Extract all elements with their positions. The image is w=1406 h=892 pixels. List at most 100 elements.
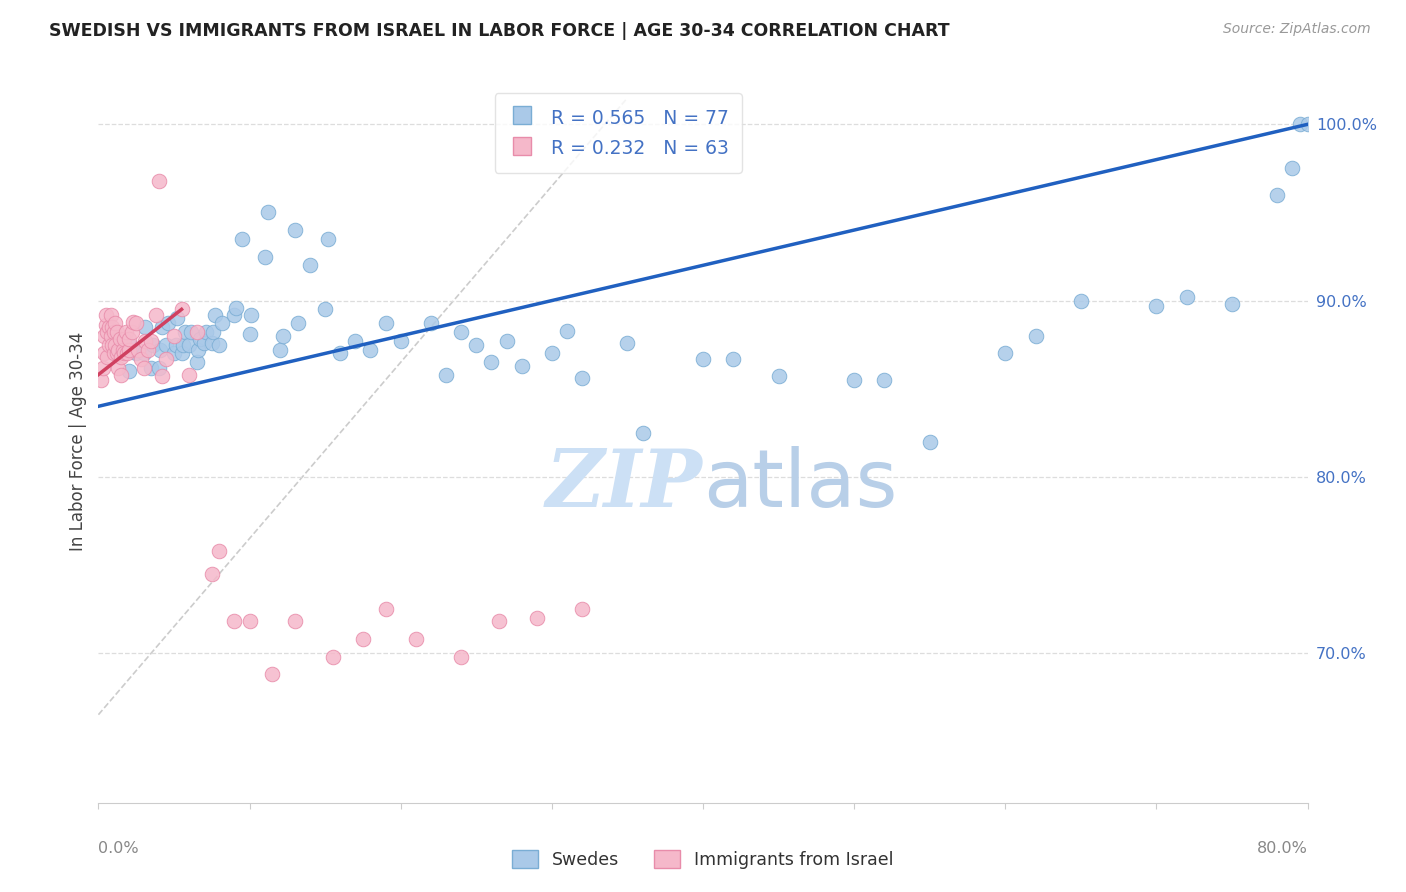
Point	[253, 250, 276, 264]
Point	[202, 326, 225, 340]
Point	[873, 373, 896, 387]
Point	[170, 302, 193, 317]
Point	[844, 373, 866, 387]
Point	[104, 317, 127, 331]
Point	[194, 326, 217, 340]
Point	[329, 346, 352, 360]
Point	[110, 368, 132, 382]
Point	[172, 337, 194, 351]
Point	[405, 632, 427, 646]
Point	[239, 615, 262, 629]
Point	[150, 369, 173, 384]
Point	[1070, 293, 1092, 308]
Point	[134, 320, 156, 334]
Text: SWEDISH VS IMMIGRANTS FROM ISRAEL IN LABOR FORCE | AGE 30-34 CORRELATION CHART: SWEDISH VS IMMIGRANTS FROM ISRAEL IN LAB…	[49, 22, 950, 40]
Point	[149, 343, 172, 357]
Point	[1220, 297, 1243, 311]
Point	[208, 337, 231, 351]
Point	[269, 343, 291, 357]
Point	[420, 317, 443, 331]
Point	[122, 315, 145, 329]
Point	[155, 337, 177, 351]
Point	[107, 360, 129, 375]
Point	[510, 359, 533, 373]
Point	[148, 360, 170, 375]
Point	[179, 337, 201, 351]
Point	[98, 320, 121, 334]
Point	[271, 328, 294, 343]
Point	[145, 308, 167, 322]
Point	[98, 337, 121, 351]
Point	[186, 326, 208, 340]
Point	[100, 328, 122, 343]
Point	[481, 355, 503, 369]
Point	[495, 334, 517, 348]
Point	[352, 632, 374, 646]
Point	[768, 369, 790, 384]
Point	[571, 602, 593, 616]
Point	[93, 328, 115, 343]
Point	[103, 346, 125, 360]
Y-axis label: In Labor Force | Age 30-34: In Labor Force | Age 30-34	[69, 332, 87, 551]
Point	[360, 343, 382, 357]
Point	[91, 360, 114, 375]
Point	[166, 311, 188, 326]
Point	[118, 364, 141, 378]
Point	[284, 615, 307, 629]
Point	[100, 308, 122, 322]
Point	[121, 326, 143, 340]
Point	[1175, 290, 1198, 304]
Point	[692, 351, 714, 366]
Point	[204, 308, 226, 322]
Point	[201, 566, 224, 581]
Point	[118, 332, 141, 346]
Point	[314, 302, 336, 317]
Point	[186, 355, 208, 369]
Point	[224, 308, 246, 322]
Point	[179, 368, 201, 382]
Point	[110, 350, 132, 364]
Point	[163, 328, 186, 343]
Point	[165, 337, 187, 351]
Point	[631, 425, 654, 440]
Point	[101, 337, 124, 351]
Point	[141, 360, 163, 375]
Point	[125, 346, 148, 360]
Point	[465, 337, 488, 351]
Point	[231, 232, 253, 246]
Point	[450, 326, 472, 340]
Point	[287, 317, 309, 331]
Point	[240, 308, 263, 322]
Point	[316, 232, 339, 246]
Point	[723, 351, 745, 366]
Point	[488, 615, 510, 629]
Legend: R = 0.565   N = 77, R = 0.232   N = 63: R = 0.565 N = 77, R = 0.232 N = 63	[495, 94, 742, 173]
Point	[262, 667, 284, 681]
Point	[239, 326, 262, 341]
Point	[374, 602, 396, 616]
Point	[526, 611, 548, 625]
Point	[141, 334, 163, 348]
Point	[450, 649, 472, 664]
Point	[136, 343, 159, 357]
Point	[125, 317, 148, 331]
Point	[104, 337, 127, 351]
Point	[193, 335, 215, 350]
Point	[170, 346, 193, 360]
Point	[142, 337, 165, 351]
Point	[96, 350, 118, 364]
Point	[94, 308, 117, 322]
Point	[114, 326, 136, 340]
Text: atlas: atlas	[703, 446, 897, 524]
Point	[299, 258, 322, 272]
Point	[374, 317, 396, 331]
Point	[208, 543, 231, 558]
Point	[90, 373, 112, 387]
Point	[132, 360, 155, 375]
Point	[112, 346, 135, 360]
Point	[344, 334, 367, 348]
Point	[112, 332, 135, 346]
Point	[156, 317, 179, 331]
Point	[434, 368, 457, 382]
Point	[555, 324, 578, 338]
